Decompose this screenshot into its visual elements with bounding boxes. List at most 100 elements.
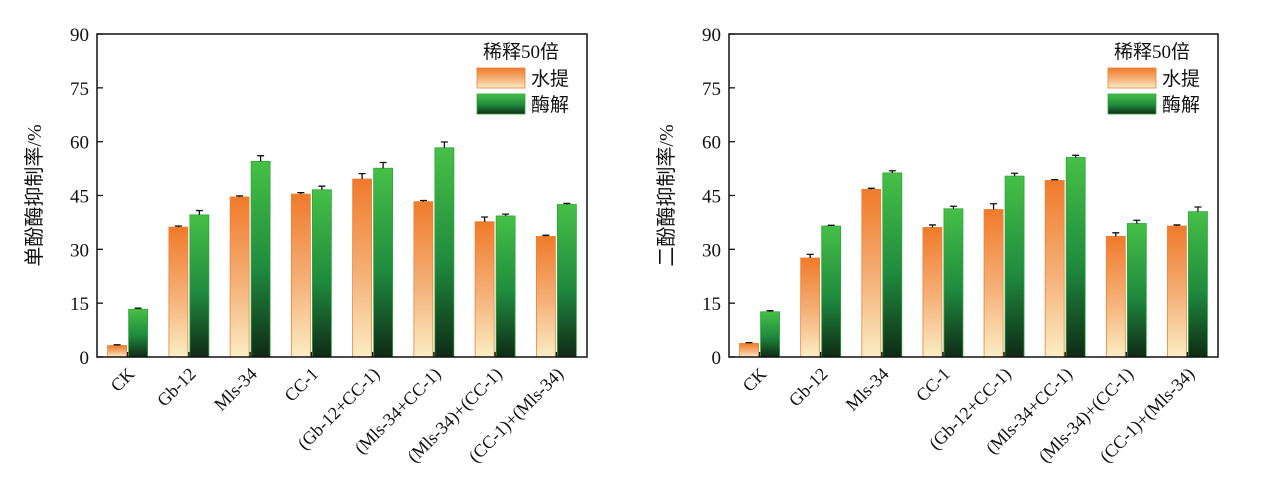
error-bar-0-2 xyxy=(867,187,875,190)
bar-enzyme-6 xyxy=(1126,223,1147,358)
bar-enzyme-5 xyxy=(434,147,455,358)
y-tick-label: 60 xyxy=(702,133,721,154)
x-category-label: Gb-12 xyxy=(153,364,200,411)
bar-water-2 xyxy=(229,196,250,358)
bar-water-5 xyxy=(1044,180,1065,358)
legend-swatch-0 xyxy=(476,67,526,89)
y-tick-label: 45 xyxy=(70,187,89,208)
x-category-label: Mls-34 xyxy=(210,364,261,415)
error-bar-0-3 xyxy=(928,224,936,228)
bar-water-5 xyxy=(413,201,434,358)
bar-enzyme-2 xyxy=(250,161,271,358)
error-bar-1-7 xyxy=(1194,206,1202,212)
error-bar-0-5 xyxy=(1051,179,1059,181)
legend-label-1: 酶解 xyxy=(1162,94,1200,116)
y-tick-label: 0 xyxy=(712,348,722,369)
error-bar-1-3 xyxy=(949,205,957,209)
error-bar-1-5 xyxy=(1072,154,1080,158)
bar-water-7 xyxy=(535,236,556,358)
legend-label-0: 水提 xyxy=(1162,68,1200,90)
bar-water-3 xyxy=(290,193,311,358)
error-bar-0-2 xyxy=(236,195,244,197)
legend-title: 稀释50倍 xyxy=(483,41,559,63)
error-bar-1-4 xyxy=(1011,172,1019,177)
y-axis-label: 二酚酶抑制率/% xyxy=(655,124,678,266)
legend-title: 稀释50倍 xyxy=(1114,41,1190,63)
legend-label-0: 水提 xyxy=(531,68,569,90)
legend-label-1: 酶解 xyxy=(531,94,569,116)
error-bar-0-6 xyxy=(481,216,489,222)
y-tick-label: 90 xyxy=(702,25,721,46)
y-tick-label: 60 xyxy=(70,133,89,154)
bar-enzyme-3 xyxy=(311,189,332,358)
error-bar-1-4 xyxy=(379,161,387,169)
error-bar-1-1 xyxy=(195,209,203,215)
error-bar-0-4 xyxy=(990,203,998,210)
error-bar-0-0 xyxy=(113,344,121,346)
error-bar-0-4 xyxy=(358,172,366,179)
error-bar-0-1 xyxy=(174,225,182,228)
legend-swatch-1 xyxy=(1107,93,1157,115)
bar-water-4 xyxy=(983,209,1004,358)
error-bar-1-3 xyxy=(318,185,326,190)
y-tick-label: 30 xyxy=(702,240,721,261)
y-tick-label: 15 xyxy=(70,294,89,315)
bar-water-1 xyxy=(800,257,821,358)
legend-swatch-0 xyxy=(1107,67,1157,89)
error-bar-0-6 xyxy=(1112,232,1120,237)
bar-enzyme-6 xyxy=(495,215,516,358)
error-bar-1-2 xyxy=(257,155,265,162)
bar-water-1 xyxy=(168,226,189,358)
bar-enzyme-4 xyxy=(373,167,394,358)
error-bar-0-5 xyxy=(419,199,427,202)
error-bar-0-7 xyxy=(542,234,550,237)
bar-enzyme-3 xyxy=(943,208,964,358)
bar-enzyme-1 xyxy=(821,225,842,358)
bar-water-4 xyxy=(352,178,373,358)
bar-enzyme-1 xyxy=(189,214,210,358)
y-tick-label: 75 xyxy=(702,79,721,100)
bar-water-0 xyxy=(107,345,128,358)
error-bar-0-1 xyxy=(806,253,814,258)
bar-water-0 xyxy=(739,342,759,358)
bar-water-6 xyxy=(1105,236,1126,358)
bar-water-6 xyxy=(474,221,495,358)
x-category-label: CK xyxy=(739,364,771,396)
bar-water-3 xyxy=(922,227,943,358)
error-bar-0-3 xyxy=(297,191,305,195)
bar-enzyme-0 xyxy=(760,311,780,358)
error-bar-1-2 xyxy=(888,170,896,173)
bar-water-7 xyxy=(1167,225,1187,358)
y-tick-label: 30 xyxy=(70,240,89,261)
error-bar-1-6 xyxy=(1133,219,1141,224)
y-tick-label: 75 xyxy=(70,79,89,100)
bar-water-2 xyxy=(861,188,882,358)
legend-swatch-1 xyxy=(476,93,526,115)
y-tick-label: 45 xyxy=(702,187,721,208)
error-bar-1-6 xyxy=(502,213,510,216)
bar-enzyme-7 xyxy=(1188,211,1208,358)
error-bar-0-0 xyxy=(745,341,753,344)
x-category-label: Mls-34 xyxy=(842,364,893,415)
bar-enzyme-0 xyxy=(128,308,149,358)
bar-enzyme-7 xyxy=(556,204,577,358)
x-category-label: CC-1 xyxy=(280,364,322,406)
error-bar-1-0 xyxy=(134,307,142,310)
x-category-label: CC-1 xyxy=(912,364,954,406)
bar-enzyme-2 xyxy=(882,172,903,358)
y-tick-label: 90 xyxy=(70,25,89,46)
error-bar-1-0 xyxy=(766,310,774,312)
x-category-label: Gb-12 xyxy=(785,364,832,411)
y-tick-label: 15 xyxy=(702,294,721,315)
bar-enzyme-5 xyxy=(1065,157,1086,358)
y-axis-label: 单酚酶抑制率/% xyxy=(23,124,46,266)
error-bar-1-7 xyxy=(563,202,571,205)
error-bar-1-1 xyxy=(827,224,835,227)
y-tick-label: 0 xyxy=(80,348,90,369)
error-bar-0-7 xyxy=(1173,224,1181,227)
bar-enzyme-4 xyxy=(1004,175,1025,358)
x-category-label: CK xyxy=(107,364,139,396)
